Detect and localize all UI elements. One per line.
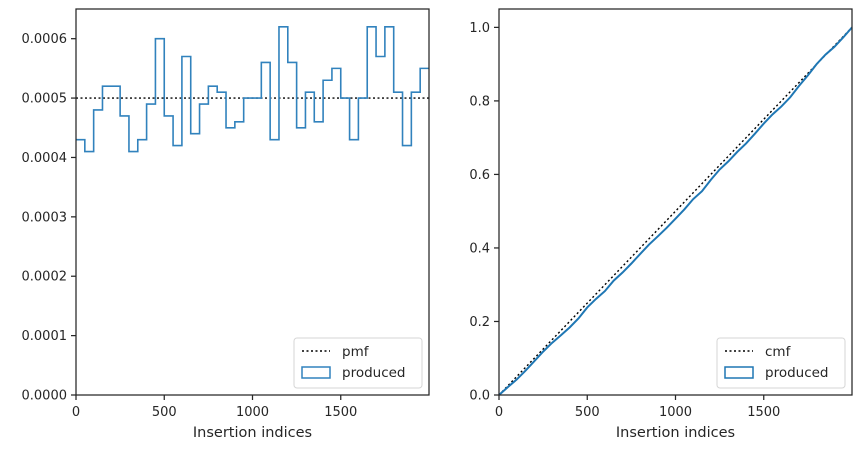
- left-ytick-label: 0.0004: [22, 151, 68, 166]
- left-ytick-label: 0.0002: [22, 270, 68, 285]
- legend-right: cmf produced: [716, 337, 846, 389]
- right-ytick-label: 0.2: [469, 315, 490, 330]
- x-axis-label-left: Insertion indices: [193, 425, 312, 441]
- legend-cmf-label: cmf: [765, 344, 792, 360]
- left-ytick-label: 0.0005: [22, 92, 68, 107]
- right-xtick-label: 1000: [659, 405, 692, 420]
- produced-step-series: [76, 26, 429, 153]
- right-xtick-label: 500: [575, 405, 600, 420]
- legend-produced-label: produced: [342, 365, 406, 381]
- produced-cumulative-series: [498, 26, 853, 396]
- left-xtick-label: 1500: [324, 405, 357, 420]
- left-xtick-label: 500: [152, 405, 177, 420]
- plot-frame-left: [75, 8, 430, 396]
- pmf-histogram-panel: 0 500 1000 1500 0.0000 0.0001 0.0002 0.0003 0.00…: [22, 8, 430, 441]
- legend-produced-swatch: [301, 366, 331, 379]
- cmf-panel: 0 500 1000 1500 0.0 0.2 0.4 0.6 0.8 1.0 Insertion…: [469, 8, 853, 441]
- legend-left: pmf produced: [293, 337, 423, 389]
- right-ytick-label: 0.4: [469, 241, 490, 256]
- left-ytick-label: 0.0003: [22, 210, 68, 225]
- x-axis-label-right: Insertion indices: [616, 425, 735, 441]
- legend-pmf-label: pmf: [342, 344, 370, 360]
- left-ytick-label: 0.0006: [22, 32, 68, 47]
- right-xtick-label: 0: [495, 405, 503, 420]
- cmf-line: [498, 26, 853, 396]
- right-ytick-label: 0.0: [469, 389, 490, 404]
- left-xtick-label: 0: [72, 405, 80, 420]
- left-ytick-label: 0.0001: [22, 329, 68, 344]
- left-xtick-label: 1000: [236, 405, 269, 420]
- right-ytick-label: 1.0: [469, 21, 490, 36]
- legend-produced-label-right: produced: [765, 365, 829, 381]
- plot-frame-right: [498, 8, 853, 396]
- left-ytick-label: 0.0000: [22, 389, 68, 404]
- right-xtick-label: 1500: [747, 405, 780, 420]
- legend-produced-swatch-right: [724, 366, 754, 379]
- right-ytick-label: 0.8: [469, 94, 490, 109]
- right-ytick-label: 0.6: [469, 168, 490, 183]
